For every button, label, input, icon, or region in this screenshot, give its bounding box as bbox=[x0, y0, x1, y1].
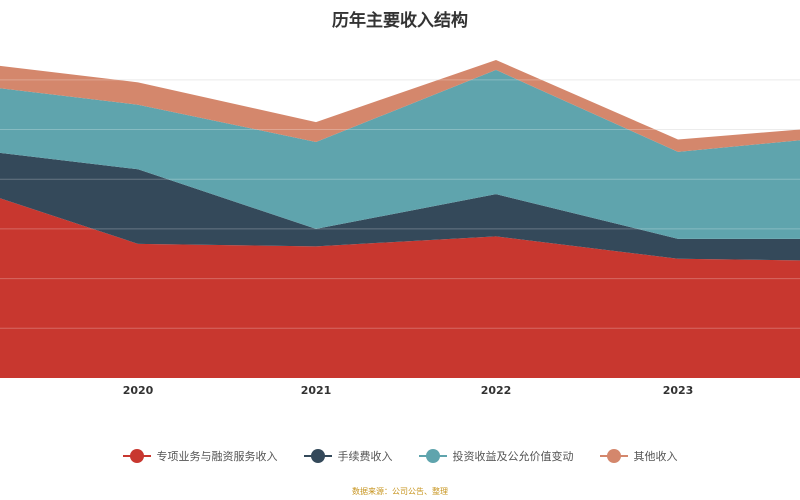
legend-marker-icon bbox=[303, 449, 332, 463]
legend-item-3[interactable]: 投资收益及公允价值变动 bbox=[418, 448, 574, 464]
legend-marker-icon bbox=[122, 449, 151, 463]
legend: 专项业务与融资服务收入 手续费收入 投资收益及公允价值变动 其他收入 bbox=[0, 448, 800, 464]
legend-marker-icon bbox=[599, 449, 628, 463]
legend-label: 投资收益及公允价值变动 bbox=[452, 450, 574, 463]
x-tick-label: 2023 bbox=[663, 384, 694, 397]
source-note: 数据来源：公司公告、整理 bbox=[352, 487, 448, 496]
legend-label: 手续费收入 bbox=[337, 450, 393, 463]
area-series-1 bbox=[0, 198, 800, 378]
area-series-4 bbox=[0, 59, 800, 152]
x-tick-label: 2021 bbox=[301, 384, 332, 397]
chart-title: 历年主要收入结构 bbox=[332, 11, 468, 31]
legend-label: 其他收入 bbox=[633, 450, 678, 463]
legend-marker-icon bbox=[418, 449, 447, 463]
area-series-2 bbox=[0, 152, 800, 261]
legend-label: 专项业务与融资服务收入 bbox=[156, 450, 278, 463]
legend-item-1[interactable]: 专项业务与融资服务收入 bbox=[122, 448, 278, 464]
x-tick-label: 2022 bbox=[481, 384, 512, 397]
legend-item-2[interactable]: 手续费收入 bbox=[303, 448, 393, 464]
area-chart: 2020 2021 2022 2023 bbox=[0, 59, 800, 397]
area-series-3 bbox=[0, 69, 800, 239]
legend-item-4[interactable]: 其他收入 bbox=[599, 448, 678, 464]
x-tick-label: 2020 bbox=[123, 384, 154, 397]
